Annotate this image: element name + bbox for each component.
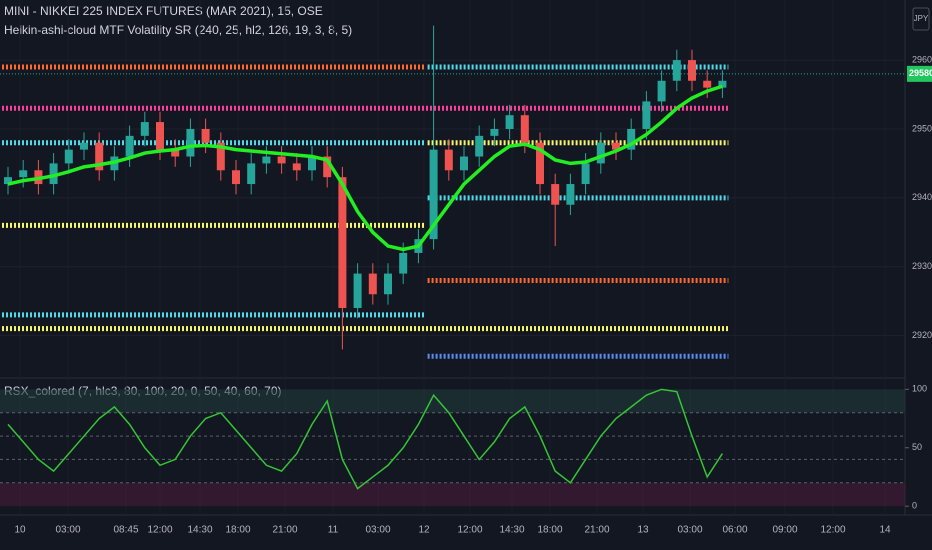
x-tick-label: 10 — [14, 525, 26, 536]
candle-body — [140, 122, 149, 136]
rsi-tick-label: 50 — [912, 442, 922, 452]
candle-body — [95, 142, 104, 171]
candle-body — [201, 128, 210, 143]
candle-body — [171, 149, 180, 157]
candle-body — [384, 273, 392, 295]
candle-body — [353, 273, 362, 309]
candle-body — [216, 142, 225, 171]
candle-body — [536, 142, 544, 185]
rsi-upper-band — [0, 389, 905, 413]
rsi-lower-band — [0, 482, 905, 507]
x-tick-label: 14:30 — [499, 525, 524, 536]
y-tick-label: 29600 — [912, 54, 932, 64]
x-tick-label: 18:00 — [537, 525, 562, 536]
candle-body — [429, 149, 438, 240]
candle-body — [262, 156, 271, 164]
candle-body — [551, 184, 560, 205]
x-tick-label: 21:00 — [272, 525, 297, 536]
x-tick-label: 11 — [328, 525, 339, 536]
candle-body — [596, 142, 605, 164]
candle-body — [19, 170, 28, 178]
x-tick-label: 09:00 — [772, 525, 797, 536]
x-tick-label: 13 — [637, 525, 649, 536]
x-tick-label: 21:00 — [584, 525, 609, 536]
candle-body — [475, 135, 484, 157]
x-tick-label: 12 — [418, 525, 430, 536]
rsi-line — [7, 388, 724, 490]
candle-body — [247, 163, 256, 185]
candle-body — [718, 80, 727, 88]
x-tick-label: 03:00 — [365, 525, 390, 536]
candle-body — [703, 80, 712, 88]
candle-body — [80, 142, 88, 150]
candle-body — [292, 163, 301, 171]
candle-body — [642, 101, 651, 129]
candle-body — [4, 177, 12, 185]
candle-body — [308, 156, 316, 171]
chart-title: MINI - NIKKEI 225 INDEX FUTURES (MAR 202… — [4, 4, 323, 18]
x-tick-label: 08:45 — [113, 525, 138, 536]
candle-body — [520, 115, 529, 143]
candle-body — [627, 128, 636, 150]
x-tick-label: 06:00 — [722, 525, 747, 536]
y-tick-label: 29200 — [912, 330, 932, 340]
candle-body — [49, 163, 58, 185]
y-tick-label: 29300 — [912, 261, 932, 271]
indicator-title: Heikin-ashi-cloud MTF Volatility SR (240… — [4, 23, 352, 37]
rsi-tick-label: 100 — [912, 384, 927, 394]
candle-body — [505, 115, 514, 129]
x-tick-label: 14:30 — [187, 525, 212, 536]
x-tick-label: 14 — [879, 525, 891, 536]
candle-body — [490, 128, 499, 136]
candle-body — [277, 156, 286, 164]
y-tick-label: 29500 — [912, 123, 932, 133]
candle-body — [399, 252, 408, 274]
candle-body — [125, 135, 134, 157]
x-tick-label: 12:00 — [820, 525, 845, 536]
candle-body — [232, 170, 240, 185]
last-price-label: 29580 — [909, 68, 932, 78]
candle-body — [156, 122, 164, 150]
x-tick-label: 12:00 — [457, 525, 482, 536]
candle-body — [64, 149, 73, 164]
ma-line — [7, 84, 723, 252]
candle-body — [338, 177, 347, 309]
currency-box[interactable] — [912, 7, 930, 31]
rsi-tick-label: 0 — [912, 501, 917, 511]
candle-body — [368, 273, 377, 295]
candle-body — [672, 60, 681, 81]
candle-body — [460, 156, 468, 171]
last-price-box — [907, 65, 932, 82]
x-tick-label: 03:00 — [677, 525, 702, 536]
x-tick-label: 03:00 — [55, 525, 80, 536]
candle-body — [581, 163, 590, 185]
candle-body — [688, 60, 696, 81]
currency[interactable]: JPY — [914, 14, 929, 23]
candle-body — [612, 142, 620, 150]
x-tick-label: 12:00 — [147, 525, 172, 536]
candle-body — [566, 184, 575, 205]
candle-body — [186, 128, 195, 157]
candle-body — [323, 156, 332, 178]
y-tick-label: 29400 — [912, 192, 932, 202]
candle-body — [444, 149, 453, 171]
x-tick-label: 18:00 — [225, 525, 250, 536]
candle-body — [657, 80, 666, 102]
